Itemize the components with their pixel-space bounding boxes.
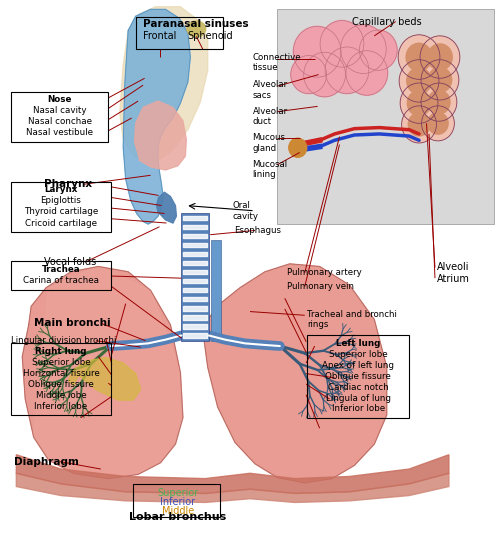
Text: Superior lobe: Superior lobe: [329, 350, 388, 359]
Circle shape: [421, 60, 459, 100]
Bar: [12, 92, 108, 142]
Circle shape: [408, 113, 430, 136]
Text: Diaphragm: Diaphragm: [14, 457, 78, 466]
Circle shape: [406, 43, 432, 71]
Text: Main bronchi: Main bronchi: [34, 318, 110, 328]
Text: Apex of left lung: Apex of left lung: [322, 361, 394, 369]
Circle shape: [428, 67, 452, 92]
Text: Lingular division bronchi: Lingular division bronchi: [12, 336, 117, 345]
Polygon shape: [156, 192, 176, 223]
Polygon shape: [120, 7, 208, 163]
Circle shape: [422, 106, 454, 141]
Bar: [182, 214, 208, 341]
Text: Larynx: Larynx: [44, 185, 78, 194]
Circle shape: [402, 106, 436, 143]
Text: Epiglottis: Epiglottis: [40, 196, 82, 205]
Text: Cardiac notch: Cardiac notch: [328, 383, 388, 392]
Text: Lobar bronchus: Lobar bronchus: [130, 512, 226, 522]
Polygon shape: [203, 264, 386, 483]
Bar: [12, 343, 111, 415]
Circle shape: [360, 30, 397, 70]
Text: Connective
tissue: Connective tissue: [252, 53, 301, 72]
Circle shape: [428, 44, 452, 70]
Circle shape: [289, 138, 306, 157]
Text: Oblique fissure: Oblique fissure: [28, 379, 94, 389]
Text: Mucosal
lining: Mucosal lining: [252, 160, 288, 179]
Text: Trachea: Trachea: [42, 265, 80, 274]
Text: Frontal: Frontal: [143, 31, 176, 41]
Circle shape: [340, 25, 386, 74]
Circle shape: [428, 112, 448, 134]
Circle shape: [408, 91, 431, 116]
Polygon shape: [16, 473, 449, 503]
Polygon shape: [34, 266, 183, 479]
Text: Nasal vestibule: Nasal vestibule: [26, 128, 94, 138]
Text: Oblique fissure: Oblique fissure: [326, 372, 391, 381]
Circle shape: [304, 52, 346, 97]
Bar: [211, 240, 221, 341]
Text: Superior: Superior: [158, 488, 198, 498]
Text: Right lung: Right lung: [36, 346, 87, 356]
Polygon shape: [16, 455, 449, 494]
Polygon shape: [68, 358, 140, 400]
Text: Alveolar
duct: Alveolar duct: [252, 107, 288, 126]
Text: Carina of trachea: Carina of trachea: [23, 277, 99, 285]
Text: Lingula of lung: Lingula of lung: [326, 393, 390, 402]
Text: Middle: Middle: [162, 506, 194, 516]
Circle shape: [421, 83, 457, 121]
Circle shape: [406, 68, 432, 94]
Text: Nose: Nose: [48, 95, 72, 104]
Text: Oral
cavity: Oral cavity: [232, 201, 258, 221]
Text: Capillary beds: Capillary beds: [352, 17, 422, 27]
Ellipse shape: [187, 21, 206, 37]
Text: Mucous
gland: Mucous gland: [252, 133, 286, 152]
Text: Nasal cavity: Nasal cavity: [33, 106, 86, 115]
Circle shape: [400, 83, 438, 123]
Text: Middle lobe: Middle lobe: [36, 391, 86, 400]
Text: Horizontal fissure: Horizontal fissure: [22, 369, 100, 378]
Text: Pharynx: Pharynx: [44, 179, 92, 189]
Circle shape: [346, 51, 388, 95]
Text: Alveolar
sacs: Alveolar sacs: [252, 80, 288, 100]
Text: Nasal conchae: Nasal conchae: [28, 117, 92, 126]
Text: Sphenoid: Sphenoid: [188, 31, 234, 41]
Bar: [12, 182, 111, 232]
Bar: [307, 335, 409, 418]
Text: Inferior lobe: Inferior lobe: [332, 405, 384, 414]
Text: Cricoid cartilage: Cricoid cartilage: [25, 219, 97, 228]
Text: Pulmonary vein: Pulmonary vein: [288, 282, 354, 291]
Circle shape: [325, 47, 369, 94]
Text: Vocal folds: Vocal folds: [44, 257, 96, 267]
Circle shape: [294, 26, 341, 77]
Polygon shape: [134, 101, 186, 170]
Circle shape: [398, 35, 440, 79]
Text: Esophagus: Esophagus: [234, 226, 281, 235]
Text: Paranasal sinuses: Paranasal sinuses: [143, 19, 248, 29]
Bar: [133, 484, 220, 517]
Bar: [12, 261, 111, 290]
Text: Left lung: Left lung: [336, 338, 380, 348]
Circle shape: [428, 90, 450, 114]
Circle shape: [420, 36, 460, 78]
Text: Inferior lobe: Inferior lobe: [34, 402, 88, 411]
Text: Tracheal and bronchi
rings: Tracheal and bronchi rings: [307, 310, 397, 329]
Text: Thyroid cartilage: Thyroid cartilage: [24, 207, 98, 216]
Circle shape: [320, 20, 364, 67]
Text: Superior lobe: Superior lobe: [32, 358, 90, 367]
Bar: [136, 17, 222, 49]
Polygon shape: [22, 266, 183, 479]
Circle shape: [291, 55, 326, 94]
Bar: [278, 10, 494, 224]
Circle shape: [399, 60, 439, 102]
Text: Alveoli
Atrium: Alveoli Atrium: [436, 262, 470, 284]
Text: Inferior: Inferior: [160, 497, 196, 507]
Polygon shape: [123, 10, 190, 224]
Text: Pulmonary artery: Pulmonary artery: [288, 268, 362, 277]
